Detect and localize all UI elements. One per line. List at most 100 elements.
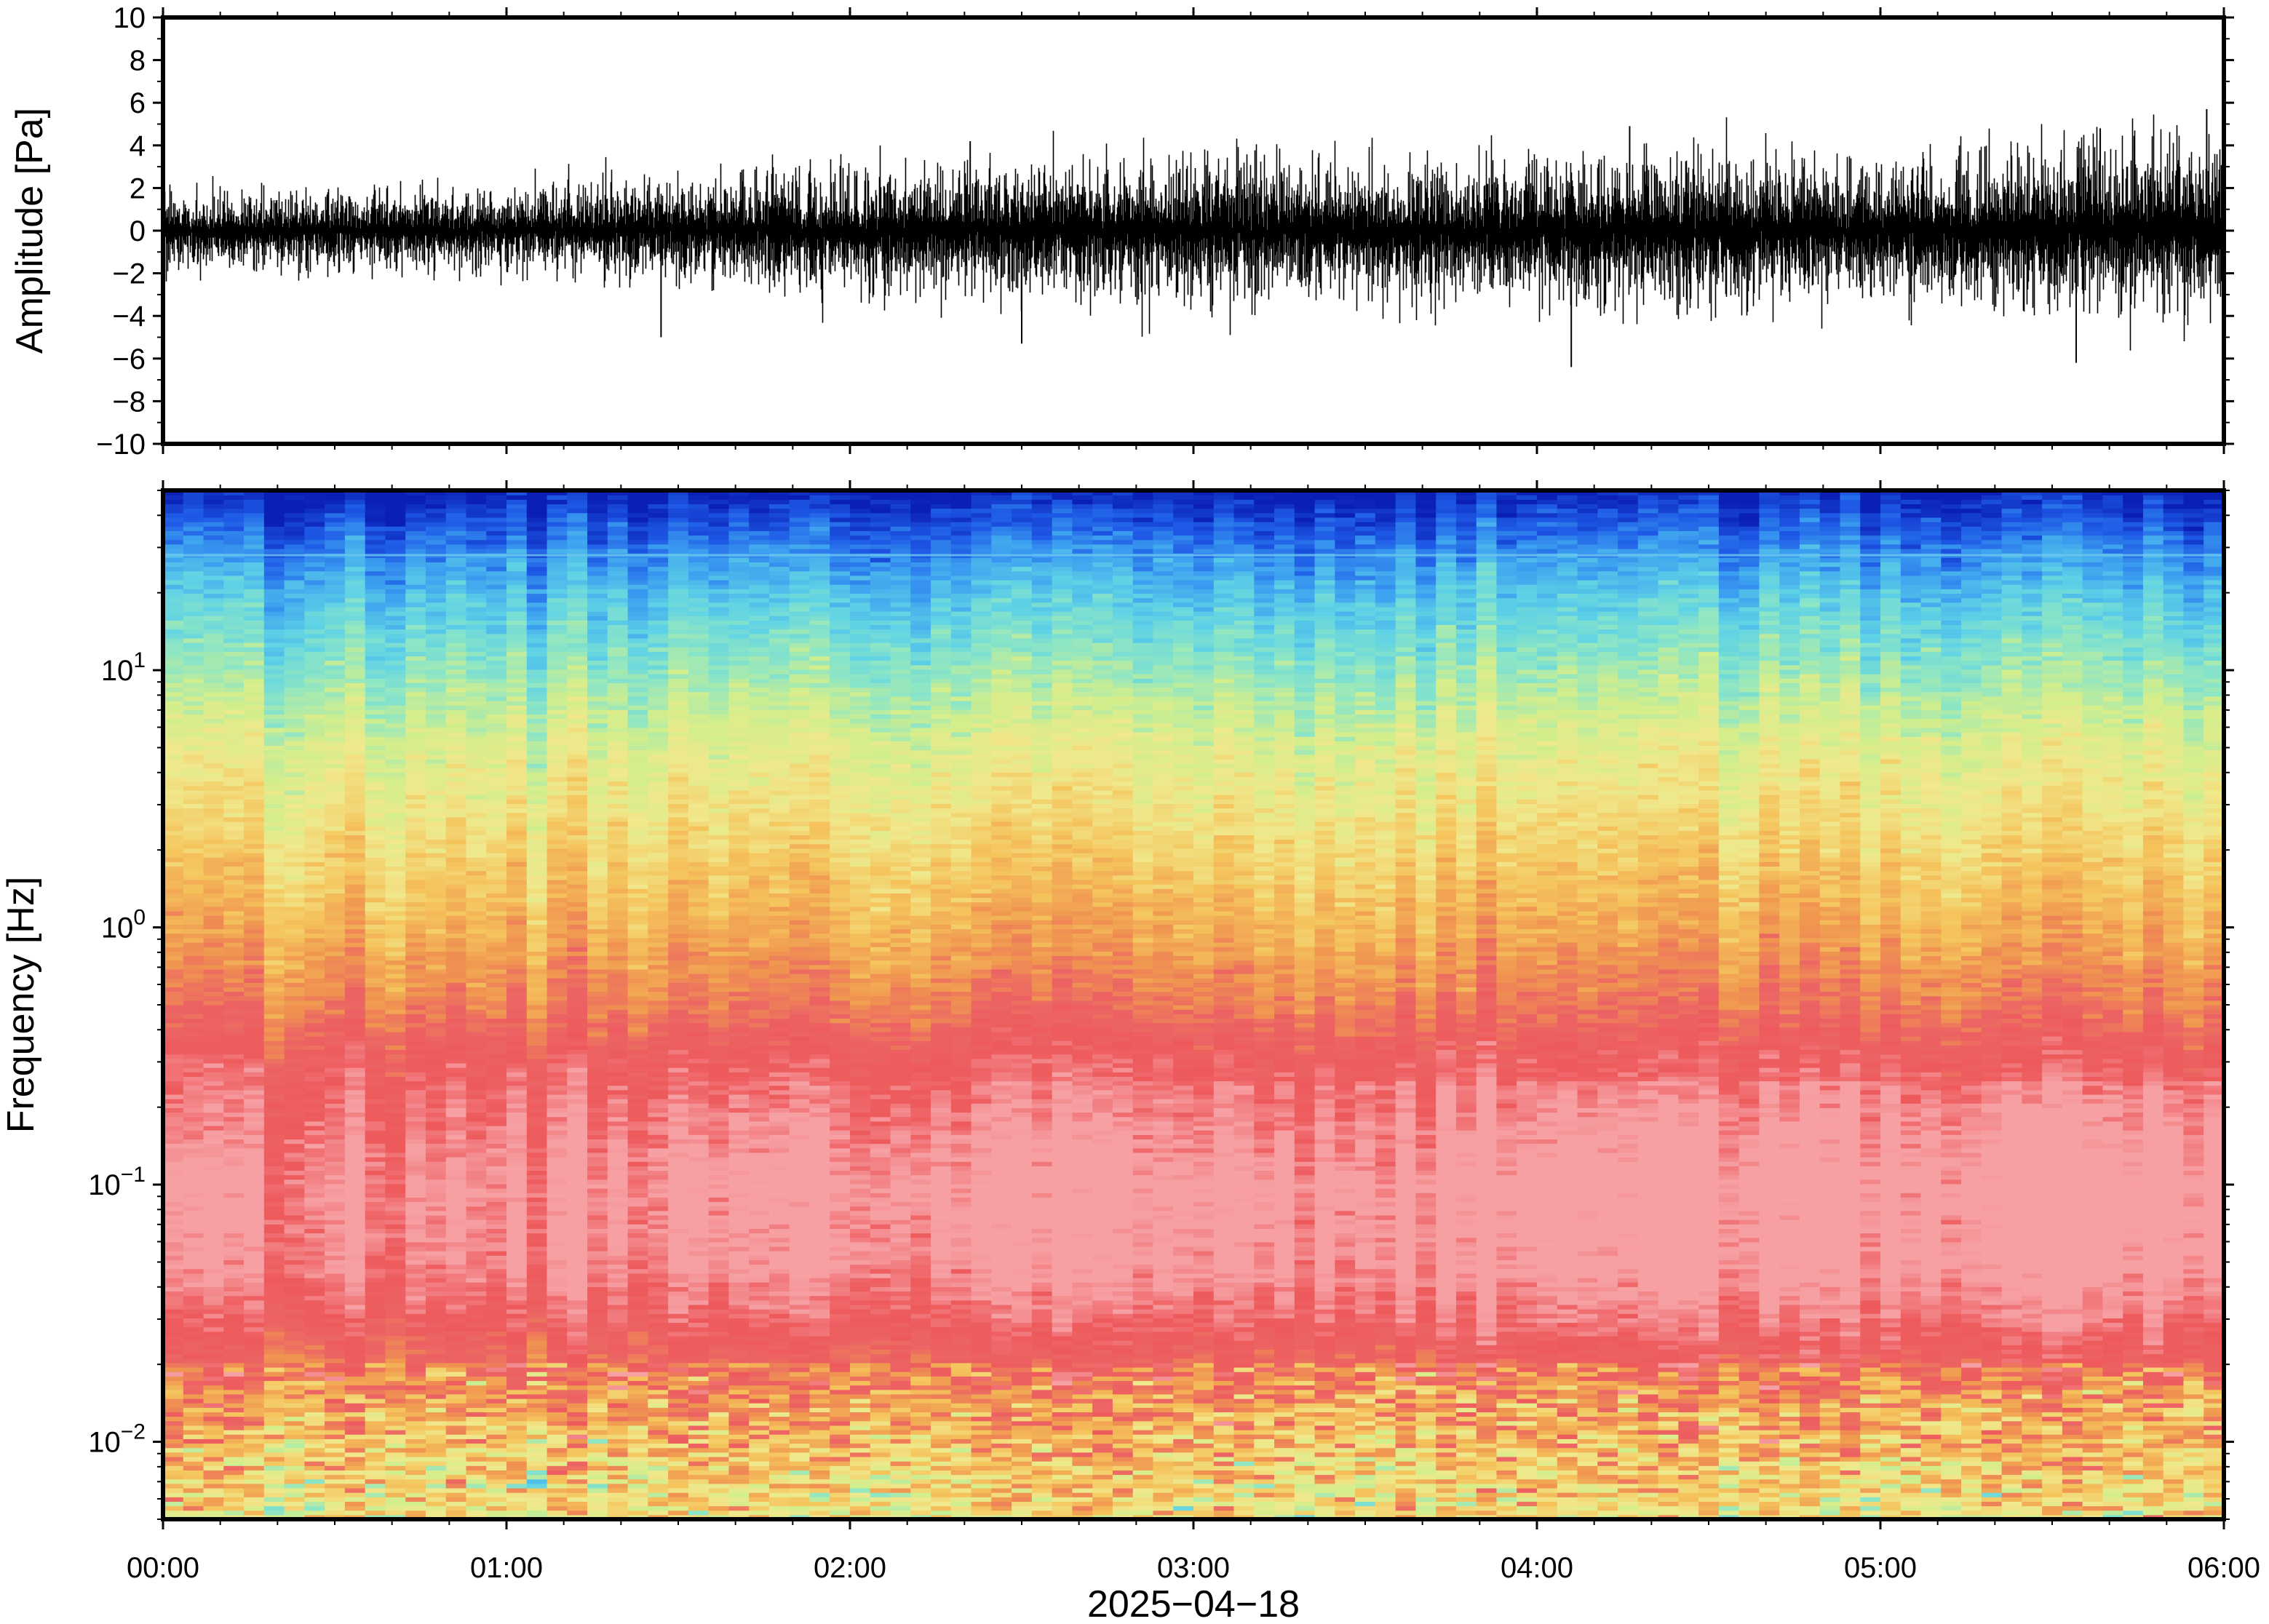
spectrogram-cell: [1415, 1416, 1436, 1422]
spectrogram-cell: [1436, 1366, 1457, 1372]
spectrogram-cell: [203, 1372, 224, 1377]
spectrogram-cell: [607, 1349, 629, 1355]
spectrogram-cell: [587, 1416, 608, 1422]
spectrogram-cell: [1496, 1501, 1517, 1507]
spectrogram-cell: [1537, 1483, 1558, 1489]
spectrogram-cell: [1314, 1372, 1335, 1377]
spectrogram-cell: [1233, 1505, 1255, 1511]
spectrogram-cell: [728, 1452, 750, 1457]
spectrogram-cell: [1173, 1505, 1194, 1511]
spectrogram-cell: [627, 1461, 648, 1466]
spectrogram-cell: [1193, 1465, 1215, 1470]
spectrogram-cell: [1819, 1345, 1841, 1350]
spectrogram-cell: [1920, 1501, 1942, 1507]
spectrogram-cell: [1072, 1478, 1093, 1484]
spectrogram-cell: [1415, 1483, 1436, 1489]
spectrogram-cell: [2102, 1447, 2123, 1453]
spectrogram-cell: [1254, 1358, 1275, 1364]
spectrogram-cell: [1193, 1474, 1215, 1480]
spectrogram-cell: [1153, 1353, 1174, 1359]
spectrogram-cell: [668, 1470, 689, 1476]
spectrogram-cell: [163, 1380, 184, 1386]
spectrogram-cell: [385, 1510, 406, 1516]
spectrogram-cell: [1880, 1430, 1902, 1435]
spectrogram-cell: [1880, 1474, 1902, 1480]
spectrogram-cell: [1637, 1322, 1659, 1328]
spectrogram-cell: [1961, 1403, 1982, 1408]
spectrogram-cell: [1415, 1331, 1436, 1337]
spectrogram-cell: [1961, 1335, 1982, 1341]
spectrogram-cell: [1698, 1497, 1720, 1502]
spectrogram-cell: [1173, 1438, 1194, 1444]
spectrogram-cell: [607, 1340, 629, 1345]
spectrogram-cell: [1294, 1309, 1316, 1314]
spectrogram-cell: [850, 1452, 871, 1457]
spectrogram-cell: [445, 1492, 467, 1497]
spectrogram-cell: [466, 1465, 487, 1470]
spectrogram-cell: [2183, 1434, 2204, 1439]
spectrogram-cell: [1678, 1349, 1699, 1355]
spectrogram-cell: [1637, 1420, 1659, 1426]
spectrogram-cell: [365, 1309, 386, 1314]
spectrogram-cell: [1840, 1407, 1861, 1413]
spectrogram-cell: [2183, 1501, 2204, 1507]
spectrogram-cell: [1072, 1376, 1093, 1382]
spectrogram-cell: [284, 1380, 305, 1386]
spectrogram-cell: [789, 1425, 811, 1430]
spectrogram-cell: [1698, 1510, 1720, 1516]
spectrogram-cell: [385, 1376, 406, 1382]
spectrogram-cell: [991, 1492, 1012, 1497]
spectrogram-cell: [668, 1340, 689, 1345]
spectrogram-cell: [1860, 1318, 1881, 1324]
spectrogram-cell: [1476, 1366, 1498, 1372]
spectrogram-cell: [263, 1416, 285, 1422]
spectrogram-cell: [183, 1470, 204, 1476]
spectrogram-cell: [1880, 1452, 1902, 1457]
spectrogram-cell: [1860, 1438, 1881, 1444]
spectrogram-cell: [1577, 1362, 1598, 1368]
spectrogram-cell: [163, 1345, 184, 1350]
spectrogram-cell: [931, 1331, 952, 1337]
spectrogram-cell: [2163, 1385, 2185, 1390]
spectrogram-cell: [466, 1366, 487, 1372]
spectrogram-cell: [708, 1412, 730, 1417]
spectrogram-cell: [991, 1358, 1012, 1364]
spectrogram-cell: [344, 1322, 366, 1328]
spectrogram-cell: [1052, 1345, 1073, 1350]
spectrogram-cell: [1537, 1398, 1558, 1404]
spectrogram-cell: [1395, 1487, 1417, 1493]
spectrogram-cell: [1455, 1335, 1477, 1341]
spectrogram-cell: [325, 1353, 346, 1359]
spectrogram-cell: [1436, 1438, 1457, 1444]
spectrogram-cell: [648, 1372, 669, 1377]
spectrogram-cell: [183, 1461, 204, 1466]
spectrogram-cell: [304, 1309, 325, 1314]
spectrogram-cell: [203, 1313, 224, 1318]
spectrogram-cell: [2142, 1443, 2164, 1449]
spectrogram-cell: [2142, 1438, 2164, 1444]
spectrogram-cell: [2102, 1322, 2123, 1328]
spectrogram-cell: [668, 1345, 689, 1350]
spectrogram-cell: [2082, 1335, 2104, 1341]
spectrogram-cell: [728, 1335, 750, 1341]
spectrogram-cell: [607, 1309, 629, 1314]
spectrogram-cell: [1799, 1456, 1821, 1462]
spectrogram-cell: [910, 1470, 931, 1476]
spectrogram-cell: [1173, 1403, 1194, 1408]
spectrogram-cell: [1395, 1420, 1417, 1426]
spectrogram-cell: [284, 1389, 305, 1395]
spectrogram-cell: [931, 1376, 952, 1382]
spectrogram-cell: [1092, 1326, 1113, 1332]
spectrogram-cell: [749, 1478, 770, 1484]
spectrogram-cell: [506, 1403, 528, 1408]
spectrogram-cell: [1031, 1416, 1053, 1422]
spectrogram-cell: [223, 1376, 245, 1382]
spectrogram-cell: [1496, 1510, 1517, 1516]
spectrogram-cell: [850, 1403, 871, 1408]
spectrogram-cell: [1415, 1366, 1436, 1372]
spectrogram-cell: [1072, 1452, 1093, 1457]
spectrogram-cell: [1779, 1510, 1800, 1516]
spectrogram-cell: [668, 1407, 689, 1413]
spectrogram-cell: [1213, 1478, 1235, 1484]
spectrogram-cell: [1537, 1514, 1558, 1519]
